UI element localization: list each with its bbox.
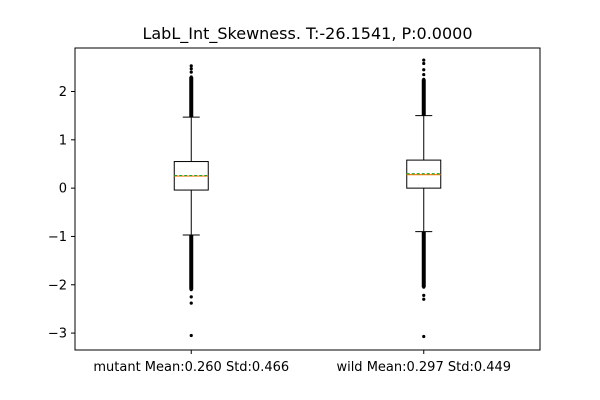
plot-area (173, 58, 442, 339)
outlier-point (422, 280, 426, 284)
outlier-point (422, 285, 426, 289)
outlier-point (189, 94, 193, 98)
outlier-point (422, 111, 426, 115)
outlier-point (422, 106, 426, 110)
outlier-point (422, 58, 426, 62)
chart-title: LabL_Int_Skewness. T:-26.1541, P:0.0000 (142, 24, 472, 44)
outlier-point (189, 301, 193, 305)
outlier-point (422, 266, 426, 270)
outlier-point (422, 97, 426, 101)
outlier-point (422, 232, 426, 236)
outlier-point (422, 72, 426, 77)
outlier-point (189, 99, 193, 103)
y-tick-label: −2 (48, 278, 67, 293)
outlier-point (422, 82, 426, 86)
outlier-band-low (189, 234, 194, 290)
outlier-point (422, 87, 426, 91)
outlier-point (189, 333, 193, 338)
outlier-point (189, 244, 193, 248)
outlier-point (189, 104, 193, 108)
outlier-point (422, 293, 426, 297)
outlier-point (422, 256, 426, 260)
outlier-point (422, 61, 426, 66)
outlier-point (422, 261, 426, 265)
outlier-point (189, 64, 193, 68)
y-tick-label: −1 (48, 230, 67, 245)
y-tick-label: −3 (48, 327, 67, 342)
outlier-point (189, 259, 193, 263)
outlier-point (422, 92, 426, 96)
x-axis: mutant Mean:0.260 Std:0.466 wild Mean:0.2… (93, 350, 511, 375)
outlier-point (422, 101, 426, 106)
outlier-point (189, 67, 193, 71)
outlier-point (422, 237, 426, 241)
outlier-point (422, 246, 426, 251)
outlier-point (189, 263, 193, 268)
outlier-point (189, 85, 193, 89)
outlier-point (189, 278, 193, 282)
box-group (406, 58, 442, 339)
outlier-point (189, 295, 193, 299)
outlier-point (189, 113, 193, 117)
outlier-point (189, 268, 193, 272)
outlier-point (189, 283, 193, 287)
y-tick-label: 0 (59, 182, 67, 197)
outlier-point (189, 273, 193, 277)
outlier-point (189, 80, 193, 84)
outlier-point (189, 249, 193, 253)
outlier-point (189, 239, 193, 243)
outlier-point (422, 271, 426, 275)
y-axis: −3 −2 −1 0 1 2 (48, 85, 75, 342)
box-group (173, 64, 209, 338)
plot-frame (74, 47, 541, 351)
outlier-point (422, 297, 426, 301)
x-category-label: wild Mean:0.297 Std:0.449 (336, 360, 511, 375)
outlier-point (189, 288, 193, 292)
outlier-point (422, 334, 426, 339)
outlier-point (422, 242, 426, 246)
x-category-label: mutant Mean:0.260 Std:0.466 (93, 360, 289, 375)
outlier-point (422, 77, 426, 82)
y-tick-label: 2 (59, 85, 67, 100)
outlier-point (189, 89, 193, 94)
outlier-point (189, 75, 193, 79)
outlier-point (189, 109, 193, 113)
outlier-point (422, 251, 426, 255)
outlier-point (422, 275, 426, 280)
outlier-point (189, 254, 193, 258)
outlier-point (189, 235, 193, 240)
outlier-point (422, 68, 426, 72)
y-tick-label: 1 (59, 133, 67, 148)
outlier-point (189, 70, 193, 74)
